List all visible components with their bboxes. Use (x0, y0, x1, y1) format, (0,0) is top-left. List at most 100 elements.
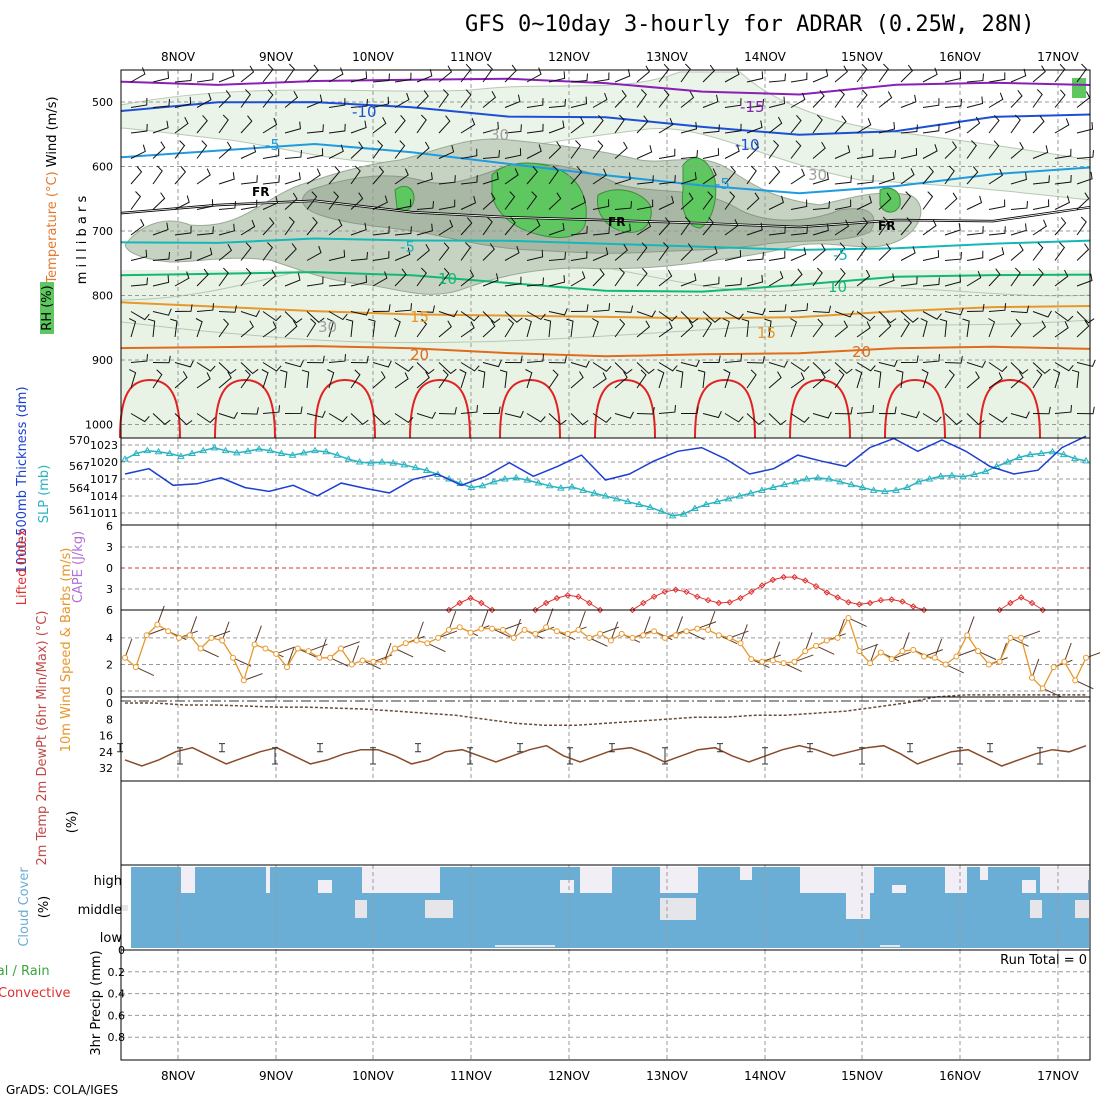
temp-whisker (609, 743, 615, 753)
slp-point (1082, 456, 1090, 464)
date-label-top: 9NOV (259, 50, 294, 64)
wind-barb (548, 120, 565, 134)
lifted-index-point (802, 577, 809, 584)
wind-barb (856, 242, 868, 261)
wind-barb (306, 94, 323, 108)
wind-speed-point (910, 646, 917, 653)
rh-unit-label: (%) (65, 811, 80, 834)
wind-barb (922, 219, 937, 236)
wind-barb (592, 247, 609, 261)
lifted-index-point (856, 601, 863, 608)
wind-speed-point (575, 626, 582, 633)
surface-barb (318, 638, 327, 658)
ytick-thickness: 564 (69, 482, 90, 495)
wind-speed-point (122, 654, 128, 661)
wind-speed-point (391, 645, 398, 652)
wind-barb (724, 354, 742, 363)
wind-barb (130, 354, 148, 363)
slp-point (802, 475, 811, 482)
wind-barb (350, 413, 369, 426)
slp-point (758, 486, 766, 493)
surface-barb (243, 673, 263, 681)
wind-barb (922, 144, 938, 159)
wind-barb (570, 371, 584, 389)
wind-barb (922, 311, 942, 320)
wind-barb (499, 369, 508, 389)
isotherm-25 (214, 378, 276, 439)
wind-barb (526, 123, 544, 134)
wind-barb (393, 318, 401, 338)
surface-barb (491, 628, 511, 638)
wind-barb (790, 168, 806, 185)
wind-barb (240, 219, 256, 236)
wind-barb (218, 201, 236, 210)
wind-barb (416, 114, 427, 134)
wind-barb (526, 191, 538, 210)
lifted-index-point (575, 593, 582, 600)
wind-speed-point (813, 642, 820, 649)
wind-barb (878, 171, 895, 185)
wind-barb (768, 271, 784, 287)
wind-barb (724, 191, 736, 210)
wind-barb (350, 141, 364, 159)
wind-barb (636, 219, 652, 236)
wind-barb (284, 121, 301, 134)
lifted-index-label: Lifted Index (15, 528, 30, 605)
wind-barb (218, 305, 237, 313)
wind-barb (768, 116, 783, 134)
wind-barb (636, 369, 647, 389)
wind-barb (900, 64, 914, 83)
wind-barb (1032, 115, 1045, 134)
wind-barb (812, 267, 823, 287)
wind-barb (922, 191, 934, 210)
wind-barb (724, 249, 742, 261)
wind-barb (570, 116, 585, 134)
wind-barb (834, 199, 852, 210)
wind-speed-point (197, 645, 204, 652)
lifted-index-point (996, 606, 1003, 614)
wind-barb (196, 372, 211, 389)
wind-speed-point (499, 626, 506, 633)
wind-barb (152, 120, 169, 134)
wind-barb (636, 175, 654, 185)
wind-barb (1010, 243, 1024, 261)
wind-barb (174, 140, 186, 159)
wind-barb (900, 411, 920, 419)
wind-barb (988, 114, 1000, 134)
wind-barb (350, 165, 361, 185)
wind-barb (218, 411, 238, 420)
ytick-li: 3 (106, 541, 113, 554)
wind-barb (834, 267, 846, 287)
wind-barb (900, 276, 918, 287)
wind-barb (570, 73, 588, 83)
wind-barb (966, 73, 984, 83)
ytick-thickness: 561 (69, 504, 90, 517)
wind-barb (922, 277, 940, 287)
wind-barb (658, 311, 678, 322)
wind-barb (790, 226, 808, 236)
wind-barb (812, 141, 826, 159)
date-label-top: 16NOV (939, 50, 981, 64)
wind-barb (723, 369, 731, 389)
surface-barb (707, 610, 716, 631)
wind-speed-point (456, 624, 463, 631)
wind-barb (636, 310, 656, 318)
wind-barb (900, 94, 917, 108)
slp-point (579, 486, 588, 493)
wind-barb (790, 413, 810, 423)
wind-barb (878, 273, 895, 287)
ytick-thickness: 570 (69, 434, 90, 447)
wind-speed-point (175, 634, 182, 641)
wind-speed-point (705, 626, 712, 633)
slp-point (545, 481, 554, 489)
wind-barb (636, 115, 649, 134)
wind-barb (702, 217, 714, 236)
wind-barb (218, 371, 232, 389)
lifted-index-point (866, 599, 874, 607)
wind-barb (1076, 63, 1088, 83)
surface-barb (686, 630, 705, 641)
surface-barb (934, 638, 943, 658)
lifted-index-point (899, 598, 906, 605)
wind-barb (702, 276, 720, 287)
wind-barb (944, 192, 958, 210)
